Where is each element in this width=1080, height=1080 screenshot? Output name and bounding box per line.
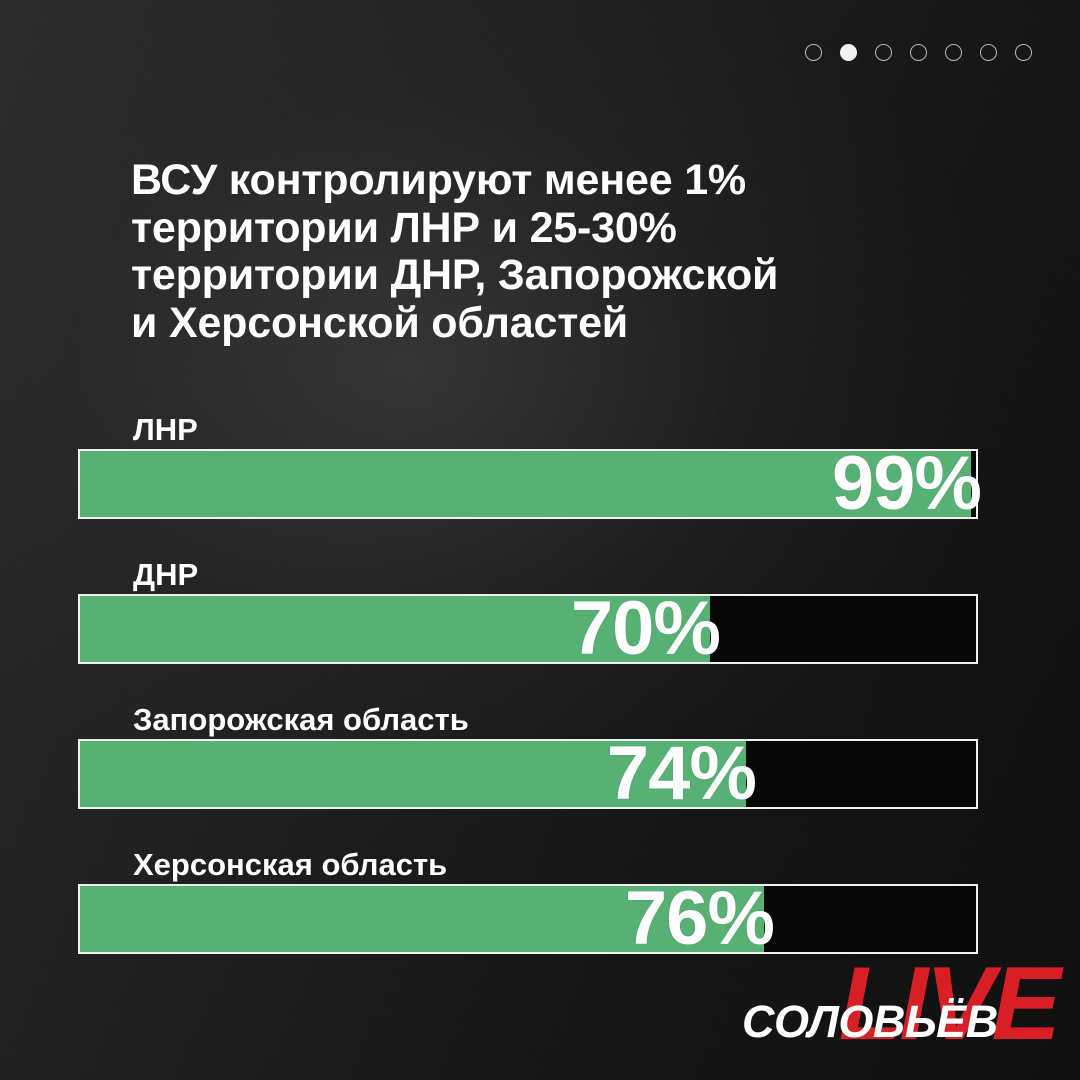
page-title: ВСУ контролируют менее 1% территории ЛНР… [131, 156, 779, 348]
bar-value: 74% [606, 731, 757, 817]
logo-live-text: LIVE [838, 946, 1061, 1062]
bar-fill [80, 451, 971, 517]
bar-value: 99% [831, 441, 982, 527]
logo-brand-text: СОЛОВЬЁВ [742, 996, 998, 1047]
slide-dot-6[interactable] [980, 44, 997, 61]
bar-group-1: ЛНР 99% [78, 414, 982, 527]
bar-group-2: ДНР 70% [78, 559, 978, 672]
bar-value: 76% [624, 876, 775, 962]
bar-group-3: Запорожская область 74% [78, 704, 978, 817]
bar-label: ДНР [133, 557, 199, 592]
bar-track: 76% [78, 876, 978, 962]
bar-fill [80, 886, 764, 952]
bar-track: 70% [78, 586, 978, 672]
bar-group-4: Херсонская область 76% [78, 849, 978, 962]
pagination-dots[interactable] [805, 44, 1032, 61]
bar-fill [80, 741, 746, 807]
bar-track: 99% [78, 441, 982, 527]
slide-dot-1[interactable] [805, 44, 822, 61]
bar-track: 74% [78, 731, 978, 817]
slide-dot-2[interactable] [840, 44, 857, 61]
bar-value: 70% [570, 586, 721, 672]
bar-fill [80, 596, 710, 662]
slide-dot-5[interactable] [945, 44, 962, 61]
slide-dot-3[interactable] [875, 44, 892, 61]
bar-label: ЛНР [133, 412, 198, 447]
bar-label: Запорожская область [133, 702, 469, 737]
slide-dot-4[interactable] [910, 44, 927, 61]
slide-dot-7[interactable] [1015, 44, 1032, 61]
bar-label: Херсонская область [133, 847, 448, 882]
channel-logo: LIVE СОЛОВЬЁВ [742, 952, 1062, 1066]
